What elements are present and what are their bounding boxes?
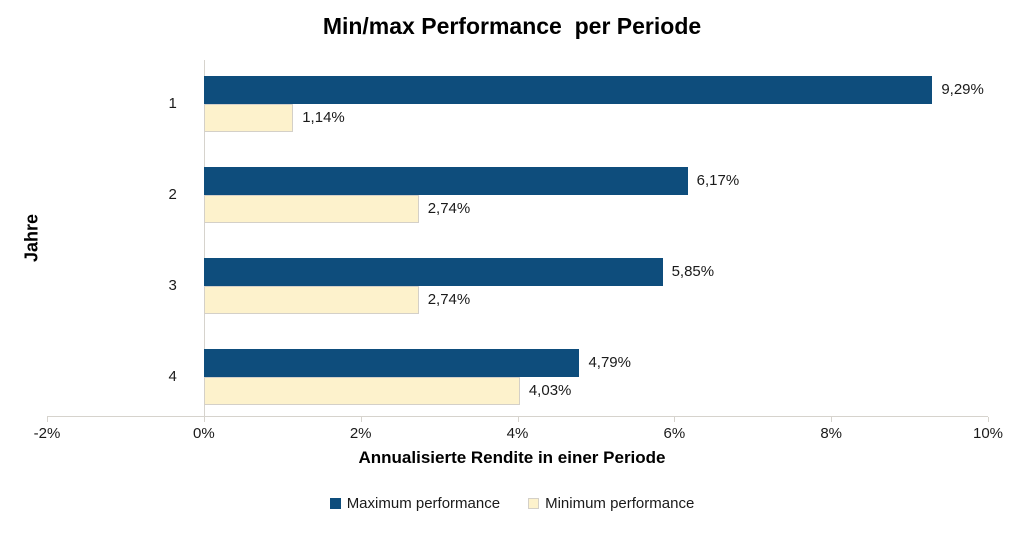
x-axis-tick xyxy=(360,417,362,422)
bar-minimum-year-1 xyxy=(203,104,294,132)
bar-maximum-year-3 xyxy=(203,258,663,286)
x-axis-tick xyxy=(47,417,48,422)
x-axis-title: Annualisierte Rendite in einer Periode xyxy=(358,448,666,467)
zero-axis-line xyxy=(203,60,205,417)
legend-label-minimum: Minimum performance xyxy=(545,495,695,512)
value-label-minimum-year-2: 2,74% xyxy=(427,200,471,217)
x-axis-tick xyxy=(988,417,989,422)
legend-swatch-minimum xyxy=(528,498,540,509)
chart-title: Min/max Performance per Periode xyxy=(322,13,702,39)
x-axis-tick-label: 6% xyxy=(663,425,686,442)
x-axis-tick-label: 8% xyxy=(820,425,842,442)
x-axis-tick xyxy=(831,417,833,422)
x-axis-line xyxy=(47,416,988,417)
value-label-maximum-year-2: 6,17% xyxy=(696,172,740,189)
value-label-minimum-year-1: 1,14% xyxy=(302,109,345,126)
bar-minimum-year-4 xyxy=(203,377,520,405)
value-label-maximum-year-4: 4,79% xyxy=(588,354,631,371)
legend-label-maximum: Maximum performance xyxy=(346,495,501,512)
plot-area: -2% 0% 2% 4% 6% 8% 10% 1 9,29% 1,14% 2 6,17% 2,74% 3 5… xyxy=(34,60,1003,442)
category-label-1: 1 xyxy=(168,95,177,112)
legend-item-minimum: Minimum performance xyxy=(528,495,694,512)
y-axis-title: Jahre xyxy=(21,213,42,263)
x-axis-tick-label: 2% xyxy=(349,425,372,442)
bar-maximum-year-4 xyxy=(203,349,580,377)
category-label-2: 2 xyxy=(168,186,177,203)
value-label-minimum-year-4: 4,03% xyxy=(528,382,572,399)
legend: Maximum performance Minimum performance xyxy=(0,495,1024,512)
x-axis-tick xyxy=(517,417,519,422)
legend-item-maximum: Maximum performance xyxy=(329,495,501,512)
x-axis-tick-label: -2% xyxy=(33,425,61,442)
bar-minimum-year-2 xyxy=(203,195,419,223)
value-label-minimum-year-3: 2,74% xyxy=(427,291,471,308)
x-axis-tick xyxy=(203,417,205,422)
legend-swatch-maximum xyxy=(329,498,341,509)
bar-minimum-year-3 xyxy=(203,286,419,314)
category-label-3: 3 xyxy=(168,277,177,294)
x-axis-tick-label: 4% xyxy=(506,425,529,442)
bar-maximum-year-1 xyxy=(203,76,933,104)
bar-maximum-year-2 xyxy=(203,167,688,195)
category-label-4: 4 xyxy=(168,368,177,385)
x-axis-tick xyxy=(674,417,676,422)
value-label-maximum-year-1: 9,29% xyxy=(941,81,984,98)
x-axis-tick-label: 0% xyxy=(192,425,215,442)
x-axis-tick-label: 10% xyxy=(972,425,1004,442)
value-label-maximum-year-3: 5,85% xyxy=(671,263,715,280)
